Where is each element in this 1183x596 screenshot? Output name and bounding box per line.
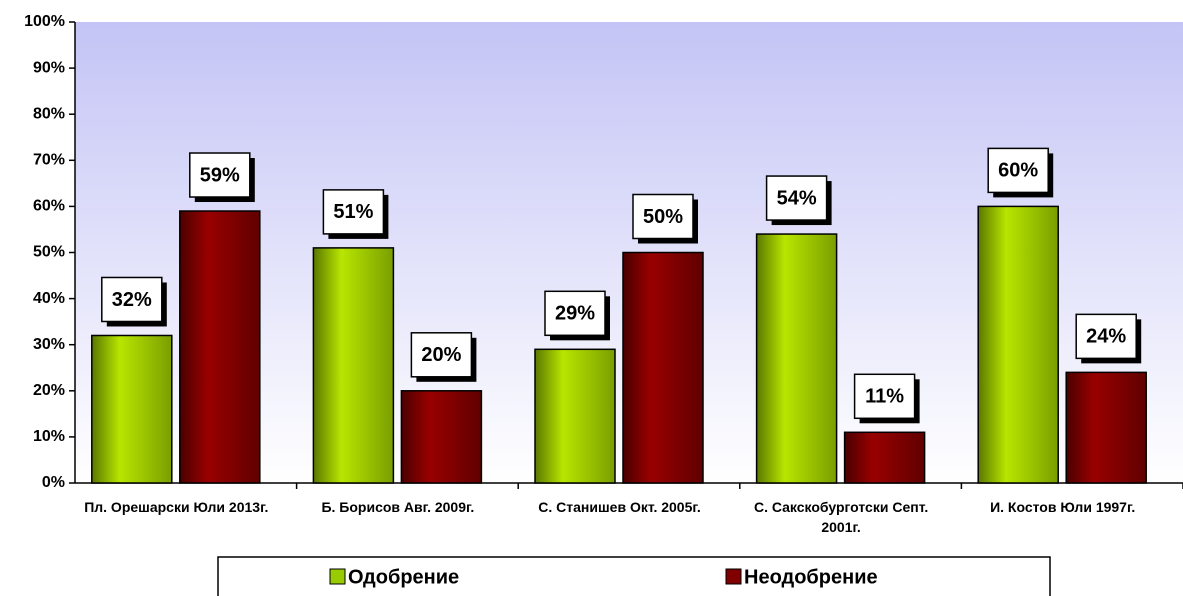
bar: [622, 251, 704, 484]
x-tick-label: С. Сакскобурготски Септ. 2001г.: [753, 499, 929, 535]
label-box: [765, 175, 828, 221]
y-tick-label: 40%: [33, 290, 65, 307]
label-box: [544, 290, 606, 337]
y-tick-label: 30%: [33, 336, 65, 353]
y-tick-label: 60%: [33, 198, 65, 215]
legend-label: Одобрение: [348, 566, 459, 588]
label-box: [189, 152, 251, 198]
y-tick-label: 100%: [24, 13, 65, 30]
bar: [312, 247, 395, 484]
y-tick-label: 10%: [33, 428, 65, 445]
bar: [843, 431, 926, 484]
x-tick-label: Пл. Орешарски Юли 2013г.: [84, 499, 269, 515]
bar: [1065, 371, 1147, 484]
data-label: 20%: [421, 344, 461, 366]
data-label: 60%: [998, 160, 1038, 182]
y-tick-label: 50%: [33, 244, 65, 261]
label-box: [853, 373, 916, 420]
legend-box: [217, 556, 1051, 596]
data-label: 50%: [643, 206, 683, 228]
bar: [977, 205, 1059, 484]
x-tick-label: И. Костов Юли 1997г.: [990, 499, 1136, 515]
label-box: [1075, 313, 1137, 360]
legend-swatch: [329, 568, 346, 585]
bar: [91, 334, 173, 484]
data-label: 24%: [1086, 326, 1126, 348]
data-label: 11%: [865, 386, 904, 408]
bar: [179, 210, 261, 484]
y-tick-label: 0%: [42, 474, 65, 491]
data-label: 54%: [777, 187, 817, 209]
label-box: [322, 189, 385, 235]
bar: [400, 390, 483, 484]
bar: [755, 233, 838, 484]
y-tick-label: 20%: [33, 382, 65, 399]
y-tick-label: 90%: [33, 59, 65, 76]
x-tick-label: Б. Борисов Авг. 2009г.: [321, 499, 475, 515]
bar: [534, 348, 616, 484]
legend-swatch: [725, 568, 742, 585]
data-label: 29%: [555, 303, 595, 325]
data-label: 32%: [112, 289, 152, 311]
y-tick-label: 70%: [33, 152, 65, 169]
label-box: [410, 332, 473, 378]
legend-label: Неодобрение: [744, 566, 878, 588]
label-box: [632, 193, 694, 240]
label-box: [987, 147, 1049, 194]
x-tick-label: С. Станишев Окт. 2005г.: [538, 499, 701, 515]
y-tick-label: 80%: [33, 105, 65, 122]
label-box: [101, 276, 163, 323]
data-label: 51%: [333, 201, 373, 223]
data-label: 59%: [200, 164, 240, 186]
